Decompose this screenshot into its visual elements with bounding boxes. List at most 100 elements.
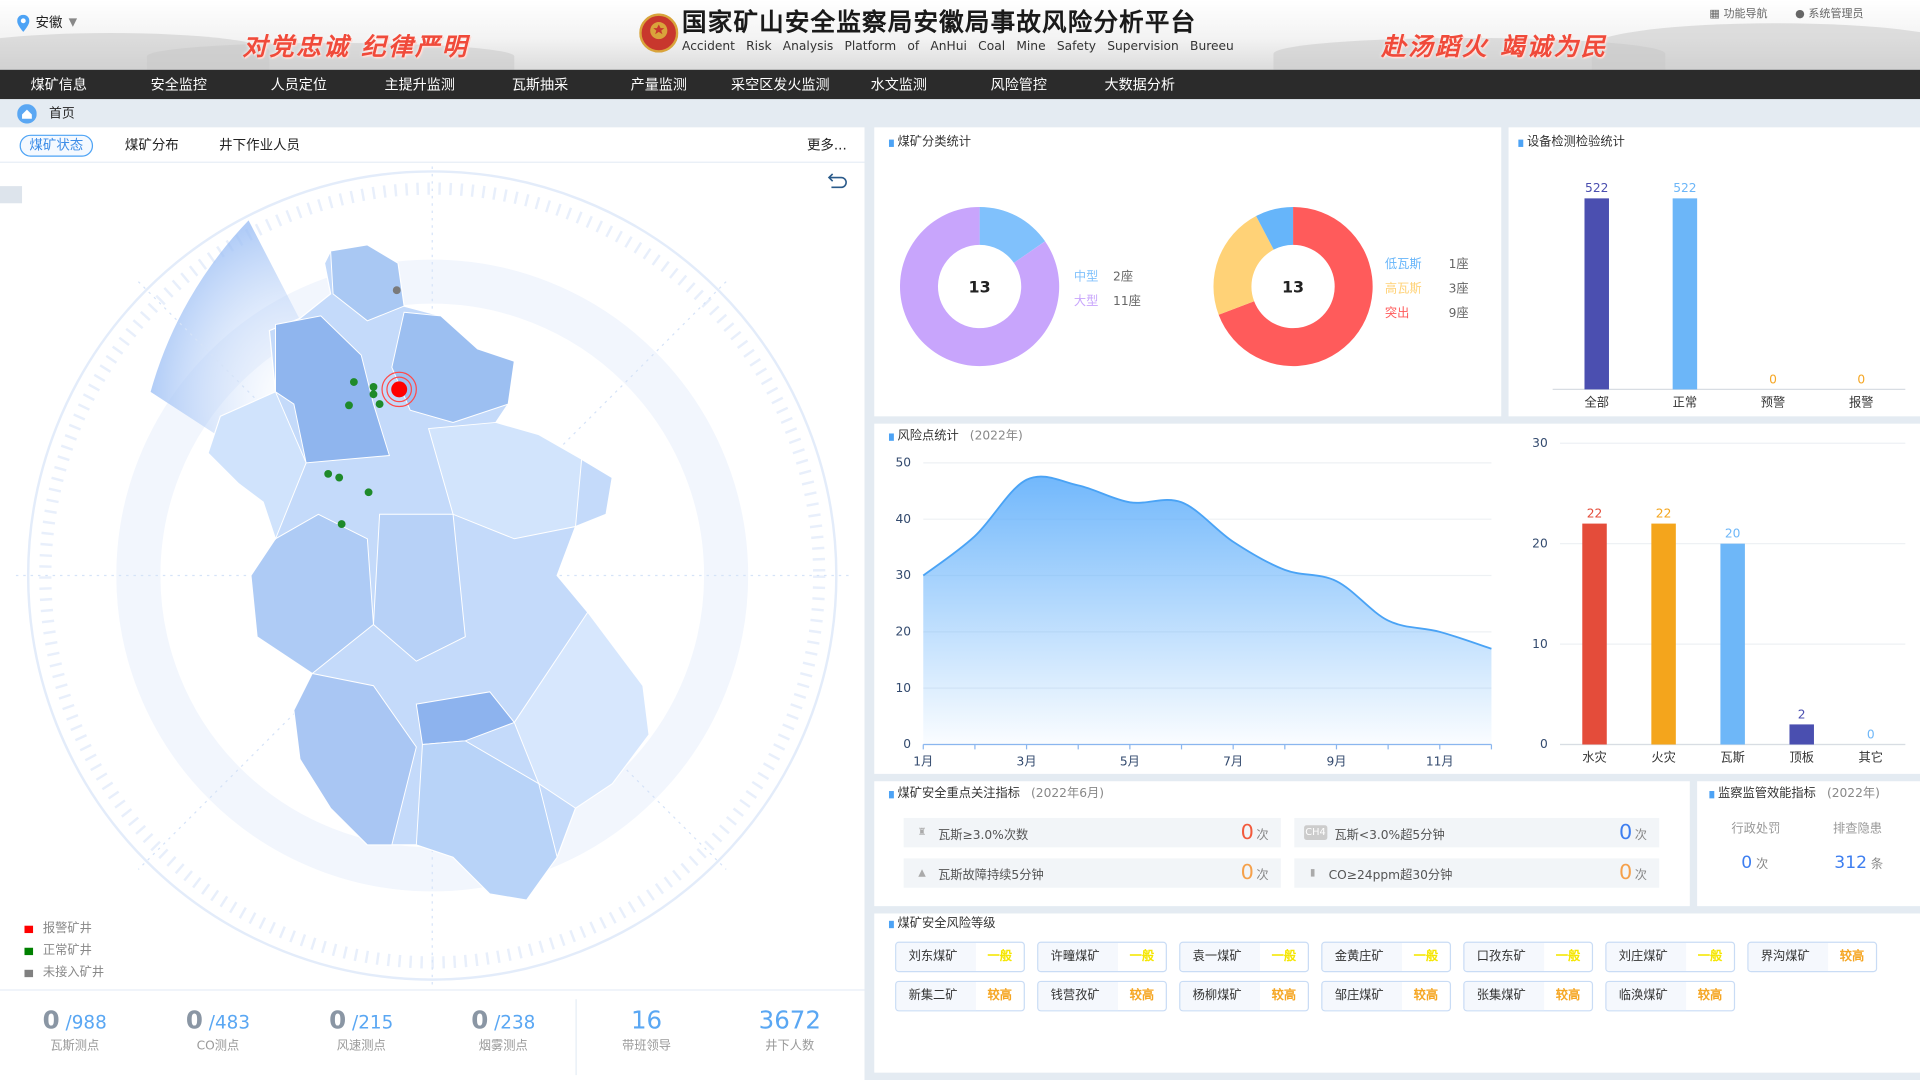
normal-mine-marker[interactable] xyxy=(364,488,373,497)
normal-mine-marker[interactable] xyxy=(345,401,353,410)
nav-item[interactable]: 煤矿信息 xyxy=(30,75,87,94)
mine-risk-tag[interactable]: 刘庄煤矿 一般 xyxy=(1605,941,1736,973)
bar[interactable] xyxy=(1651,523,1676,745)
tab-mine-distribution[interactable]: 煤矿分布 xyxy=(124,137,179,154)
indicator-item: ▲ 瓦斯故障持续5分钟 0 次 xyxy=(903,858,1281,888)
mine-risk-tag[interactable]: 袁一煤矿 一般 xyxy=(1179,941,1309,973)
risk-level: 一般 xyxy=(1271,950,1297,964)
donut-slice[interactable] xyxy=(1256,206,1294,250)
mine-risk-tag[interactable]: 临涣煤矿 较高 xyxy=(1605,980,1736,1012)
city-region[interactable] xyxy=(293,672,417,846)
normal-mine-marker[interactable] xyxy=(369,390,378,399)
city-region[interactable] xyxy=(391,311,515,423)
stat-count: 0 xyxy=(42,1005,60,1035)
unconnected-mine-marker[interactable] xyxy=(392,286,401,295)
x-tick-label: 全部 xyxy=(1584,395,1608,410)
nav-item[interactable]: 人员定位 xyxy=(270,75,327,94)
nav-item[interactable]: 大数据分析 xyxy=(1104,75,1175,94)
side-toggle-icon[interactable] xyxy=(0,186,23,204)
normal-mine-marker[interactable] xyxy=(335,473,344,482)
mine-risk-tag[interactable]: 金黄庄矿 一般 xyxy=(1321,941,1452,973)
x-tick-label: 预警 xyxy=(1761,395,1785,410)
city-region[interactable] xyxy=(415,691,516,746)
nav-item[interactable]: 主提升监测 xyxy=(384,75,455,94)
nav-item[interactable]: 安全监控 xyxy=(150,75,207,94)
nav-item[interactable]: 产量监测 xyxy=(630,75,687,94)
tab-underground-workers[interactable]: 井下作业人员 xyxy=(219,137,301,154)
mine-risk-tag[interactable]: 界沟煤矿 较高 xyxy=(1747,941,1878,973)
breadcrumb-home[interactable]: 首页 xyxy=(48,106,75,122)
mine-risk-tag[interactable]: 刘东煤矿 一般 xyxy=(895,941,1025,973)
slogan-left: 对党忠诚 纪律严明 xyxy=(242,31,469,62)
bar[interactable] xyxy=(1720,543,1745,745)
donut-slice[interactable] xyxy=(979,206,1046,263)
mine-risk-tag[interactable]: 邹庄煤矿 较高 xyxy=(1321,980,1452,1012)
mine-risk-tag[interactable]: 口孜东矿 一般 xyxy=(1463,941,1594,973)
alarm-mine-marker[interactable] xyxy=(391,381,408,398)
bar[interactable] xyxy=(1584,198,1609,390)
donut-slice[interactable] xyxy=(1218,206,1373,367)
x-tick-label: 5月 xyxy=(1120,754,1140,768)
y-tick-label: 10 xyxy=(895,681,911,695)
normal-mine-marker[interactable] xyxy=(369,383,378,391)
divider xyxy=(0,161,865,163)
donut-slice[interactable] xyxy=(1213,216,1274,315)
more-link[interactable]: 更多... xyxy=(806,137,847,154)
panel-title-text: 煤矿分类统计 xyxy=(897,135,972,150)
bar[interactable] xyxy=(1789,724,1814,745)
nav-item[interactable]: 水文监测 xyxy=(870,75,927,94)
tab-mine-status[interactable]: 煤矿状态 xyxy=(19,134,94,157)
nav-item[interactable]: 采空区发火监测 xyxy=(731,75,830,94)
nav-item[interactable]: 瓦斯抽采 xyxy=(511,75,569,94)
city-region[interactable] xyxy=(207,391,307,541)
mine-risk-tag[interactable]: 新集二矿 较高 xyxy=(895,980,1025,1012)
normal-mine-marker[interactable] xyxy=(337,520,346,529)
legend-swatch xyxy=(24,969,34,977)
legend-name: 大型 xyxy=(1074,294,1098,308)
back-icon[interactable] xyxy=(827,169,849,191)
city-region[interactable] xyxy=(250,513,374,675)
penalty-count: 0 xyxy=(1741,853,1753,874)
indicator-unit: 次 xyxy=(1634,828,1647,843)
city-region[interactable] xyxy=(427,421,583,540)
mine-risk-tag[interactable]: 钱营孜矿 较高 xyxy=(1037,980,1167,1012)
indicator-label: CO≥24ppm超30分钟 xyxy=(1328,868,1453,883)
bar[interactable] xyxy=(1672,198,1698,390)
mine-name: 刘庄煤矿 xyxy=(1606,942,1687,972)
normal-mine-marker[interactable] xyxy=(324,469,333,478)
indicator-count: 0 xyxy=(1618,860,1633,886)
region-selector[interactable]: 安徽 ▼ xyxy=(17,14,78,32)
mine-name: 钱营孜矿 xyxy=(1038,982,1118,1011)
city-region[interactable] xyxy=(513,611,650,809)
bar-value-label: 522 xyxy=(1673,181,1696,195)
home-icon[interactable] xyxy=(17,103,37,124)
city-region[interactable] xyxy=(415,740,558,901)
normal-mine-marker[interactable] xyxy=(349,378,358,386)
city-region[interactable] xyxy=(330,244,405,322)
city-region[interactable] xyxy=(275,315,391,464)
anhui-map[interactable] xyxy=(0,161,864,990)
bar[interactable] xyxy=(1582,523,1607,745)
city-region[interactable] xyxy=(372,513,466,662)
stat-label: CO测点 xyxy=(196,1039,240,1054)
donut-slice[interactable] xyxy=(900,206,1060,367)
function-nav-button[interactable]: ▦ 功能导航 xyxy=(1709,7,1767,22)
risk-level: 较高 xyxy=(1129,989,1155,1003)
legend-value: 11座 xyxy=(1113,293,1141,308)
indicator-unit: 次 xyxy=(1634,869,1647,883)
mine-risk-tag[interactable]: 许疃煤矿 一般 xyxy=(1037,941,1167,973)
mine-risk-tag[interactable]: 张集煤矿 较高 xyxy=(1463,980,1594,1012)
chevron-down-icon: ▼ xyxy=(68,17,78,30)
panel-title-text: 煤矿安全重点关注指标 xyxy=(897,787,1021,801)
bar-value-label: 22 xyxy=(1656,506,1672,520)
normal-mine-marker[interactable] xyxy=(375,400,384,409)
risk-level: 一般 xyxy=(987,950,1013,964)
nav-item[interactable]: 风险管控 xyxy=(990,75,1047,94)
divider xyxy=(0,989,865,991)
indicator-unit: 次 xyxy=(1256,869,1269,883)
user-menu[interactable]: ● 系统管理员 xyxy=(1795,7,1863,22)
risk-line[interactable] xyxy=(922,475,1492,650)
mine-risk-tag[interactable]: 杨柳煤矿 较高 xyxy=(1179,980,1309,1012)
